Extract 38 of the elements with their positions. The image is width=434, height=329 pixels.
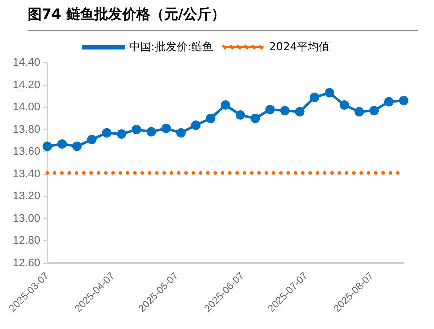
y-tick-label: 14.20: [12, 79, 41, 92]
point: [354, 107, 364, 117]
y-tick-label: 13.60: [12, 146, 41, 158]
point: [176, 128, 186, 138]
y-tick-label: 13.20: [12, 190, 41, 203]
y-tick-label: 12.80: [12, 235, 41, 248]
point: [295, 107, 305, 117]
point: [280, 106, 290, 116]
y-tick-label: 13.40: [12, 168, 41, 180]
point: [72, 142, 82, 152]
y-tick-label: 14.40: [12, 57, 41, 70]
point: [250, 114, 260, 124]
chart-title: 图74 鲢鱼批发价格（元/公斤）: [28, 6, 418, 31]
point: [370, 106, 380, 116]
legend-label: 中国:批发价:鲢鱼: [129, 40, 214, 54]
point: [324, 88, 334, 98]
point: [221, 100, 231, 110]
y-tick-label: 13.00: [12, 212, 41, 225]
point: [87, 135, 97, 145]
point: [102, 128, 112, 138]
point: [42, 142, 52, 152]
y-tick-label: 13.80: [12, 124, 41, 136]
point: [310, 92, 320, 102]
point: [58, 140, 68, 149]
point: [236, 110, 246, 120]
point: [162, 124, 172, 134]
point: [191, 120, 201, 130]
y-tick-label: 12.60: [12, 257, 41, 270]
point: [117, 129, 127, 139]
y-tick-label: 14.00: [12, 102, 41, 114]
point: [340, 100, 350, 110]
point: [146, 127, 156, 137]
point: [206, 114, 216, 124]
point: [384, 97, 394, 107]
point: [266, 104, 276, 114]
legend-label: 2024平均值: [269, 40, 330, 54]
point: [399, 96, 409, 106]
point: [132, 125, 142, 135]
